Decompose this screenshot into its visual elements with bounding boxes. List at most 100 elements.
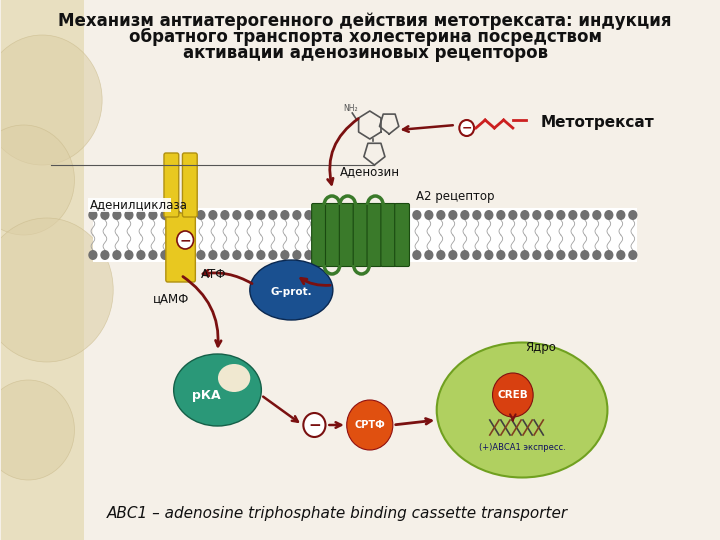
Circle shape	[580, 210, 590, 220]
Circle shape	[400, 250, 410, 260]
Circle shape	[532, 210, 541, 220]
Circle shape	[460, 250, 469, 260]
Circle shape	[244, 250, 253, 260]
Circle shape	[472, 210, 482, 220]
FancyBboxPatch shape	[339, 204, 354, 267]
Circle shape	[136, 210, 145, 220]
Circle shape	[496, 210, 505, 220]
Text: обратного транспорта холестерина посредством: обратного транспорта холестерина посредс…	[129, 28, 602, 46]
FancyBboxPatch shape	[166, 213, 195, 282]
Circle shape	[347, 400, 393, 450]
Circle shape	[220, 250, 230, 260]
Circle shape	[496, 250, 505, 260]
Circle shape	[413, 210, 421, 220]
Circle shape	[544, 250, 554, 260]
Circle shape	[208, 210, 217, 220]
Circle shape	[557, 250, 565, 260]
Circle shape	[172, 250, 181, 260]
Circle shape	[436, 210, 446, 220]
Circle shape	[460, 210, 469, 220]
Circle shape	[364, 210, 374, 220]
Circle shape	[388, 250, 397, 260]
Circle shape	[112, 210, 122, 220]
Text: −: −	[462, 122, 472, 134]
Circle shape	[508, 210, 518, 220]
FancyBboxPatch shape	[164, 153, 179, 217]
Circle shape	[305, 250, 313, 260]
Circle shape	[100, 250, 109, 260]
Text: Механизм антиатерогенного действия метотрексата: индукция: Механизм антиатерогенного действия метот…	[58, 12, 672, 30]
FancyBboxPatch shape	[381, 204, 395, 267]
FancyBboxPatch shape	[367, 204, 382, 267]
Circle shape	[341, 210, 349, 220]
Circle shape	[400, 210, 410, 220]
Circle shape	[485, 250, 493, 260]
Text: NH₂: NH₂	[343, 104, 358, 113]
Text: АВС1 – adenosine triphosphate binding cassette transporter: АВС1 – adenosine triphosphate binding ca…	[107, 506, 568, 521]
FancyBboxPatch shape	[182, 153, 197, 217]
Ellipse shape	[250, 260, 333, 320]
Circle shape	[244, 210, 253, 220]
Text: рКА: рКА	[192, 389, 221, 402]
Text: −: −	[179, 233, 191, 247]
Text: цАМФ: цАМФ	[153, 292, 189, 305]
Text: СРТФ: СРТФ	[354, 420, 385, 430]
Circle shape	[89, 250, 97, 260]
Circle shape	[292, 210, 302, 220]
Circle shape	[568, 210, 577, 220]
Circle shape	[184, 250, 194, 260]
Circle shape	[449, 250, 457, 260]
Circle shape	[197, 250, 205, 260]
Text: Метотрексат: Метотрексат	[541, 116, 654, 131]
Circle shape	[0, 380, 74, 480]
Circle shape	[148, 210, 158, 220]
Circle shape	[449, 210, 457, 220]
Circle shape	[161, 250, 169, 260]
Circle shape	[568, 250, 577, 260]
Circle shape	[148, 250, 158, 260]
Circle shape	[172, 210, 181, 220]
Circle shape	[305, 210, 313, 220]
Ellipse shape	[174, 354, 261, 426]
Circle shape	[256, 210, 266, 220]
Circle shape	[377, 250, 385, 260]
Circle shape	[112, 250, 122, 260]
Circle shape	[197, 210, 205, 220]
Circle shape	[328, 250, 338, 260]
Circle shape	[316, 210, 325, 220]
Text: (+)ABCA1 экспресс.: (+)ABCA1 экспресс.	[479, 443, 565, 453]
Circle shape	[532, 250, 541, 260]
Circle shape	[136, 250, 145, 260]
Circle shape	[328, 210, 338, 220]
Text: АТФ: АТФ	[201, 268, 226, 281]
Circle shape	[472, 250, 482, 260]
Circle shape	[413, 250, 421, 260]
Circle shape	[0, 35, 102, 165]
Text: Ядро: Ядро	[525, 341, 556, 354]
Circle shape	[616, 210, 626, 220]
Circle shape	[492, 373, 533, 417]
Circle shape	[459, 120, 474, 136]
Circle shape	[303, 413, 325, 437]
Circle shape	[352, 210, 361, 220]
Circle shape	[177, 231, 194, 249]
FancyBboxPatch shape	[354, 204, 368, 267]
FancyBboxPatch shape	[312, 204, 326, 267]
Circle shape	[629, 210, 637, 220]
Circle shape	[521, 210, 529, 220]
FancyBboxPatch shape	[325, 204, 341, 267]
Circle shape	[436, 250, 446, 260]
Circle shape	[0, 218, 113, 362]
Circle shape	[364, 250, 374, 260]
Circle shape	[280, 210, 289, 220]
Circle shape	[161, 210, 169, 220]
FancyBboxPatch shape	[395, 204, 410, 267]
Circle shape	[220, 210, 230, 220]
Circle shape	[352, 250, 361, 260]
Text: А2 рецептор: А2 рецептор	[416, 190, 495, 203]
Text: −: −	[308, 418, 321, 434]
Circle shape	[233, 210, 241, 220]
Text: G-prot.: G-prot.	[271, 287, 312, 297]
Text: активации аденозиновых рецепторов: активации аденозиновых рецепторов	[183, 44, 548, 62]
Circle shape	[557, 210, 565, 220]
